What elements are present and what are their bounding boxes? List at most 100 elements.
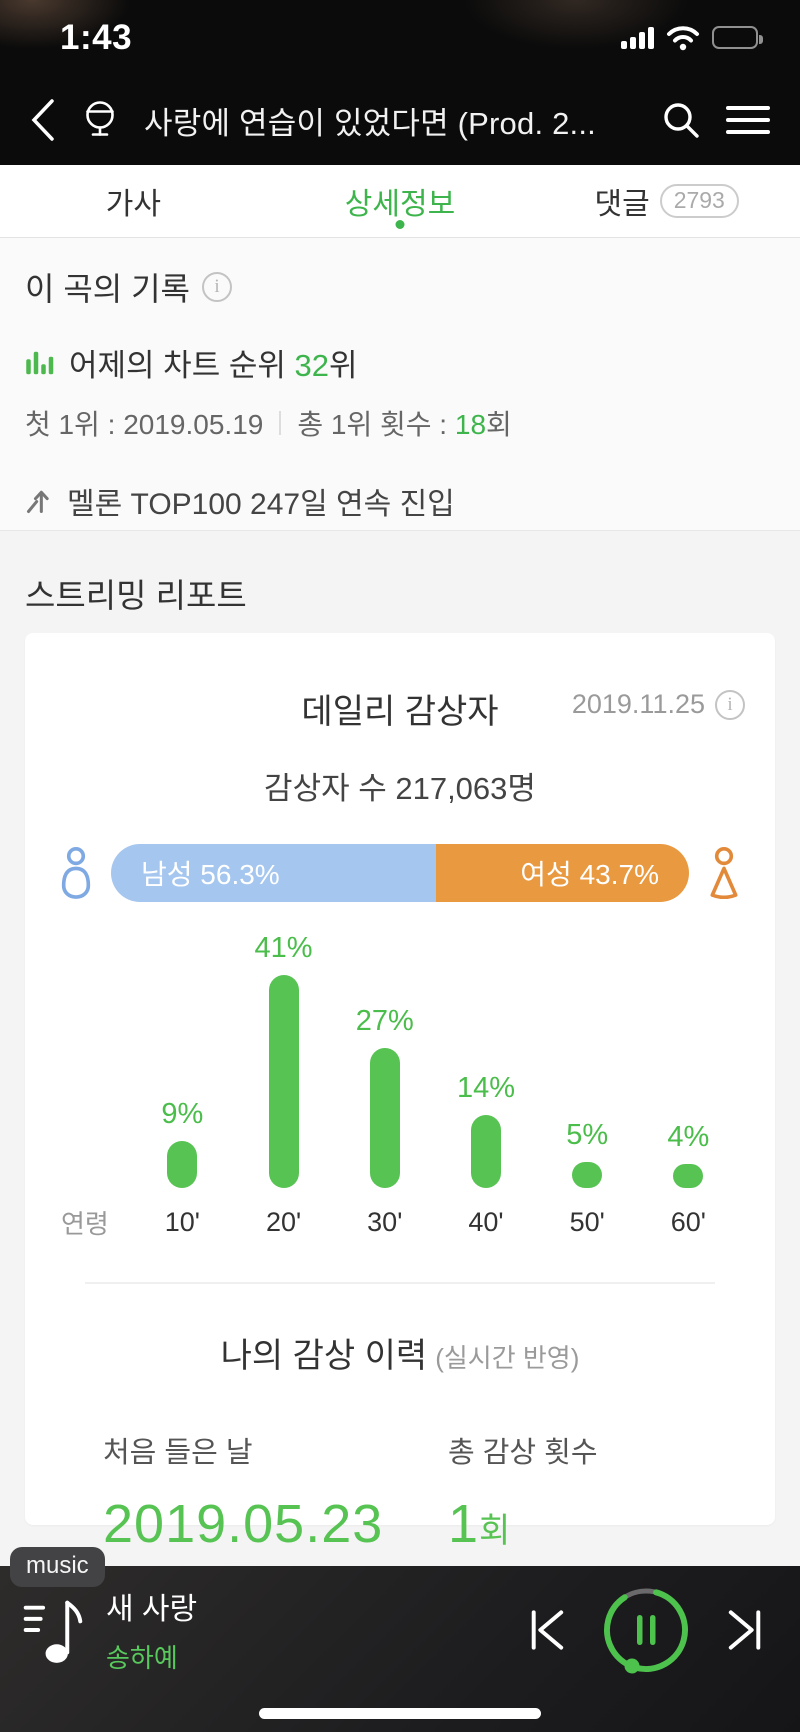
tab-bar: 가사 상세정보 댓글 2793 xyxy=(0,165,800,238)
age-bar xyxy=(572,1162,603,1188)
mini-chart-icon xyxy=(25,349,55,377)
tab-comments[interactable]: 댓글 2793 xyxy=(533,165,800,237)
bar-value-label: 5% xyxy=(566,1119,609,1151)
age-bar-column: 14% 40' xyxy=(435,1072,536,1238)
my-history-title: 나의 감상 이력 (실시간 반영) xyxy=(220,1337,580,1375)
age-bar-column: 41% 20' xyxy=(233,932,334,1238)
back-button[interactable] xyxy=(30,98,56,142)
trend-up-icon xyxy=(25,487,53,515)
no1-stats-row: 첫 1위 : 2019.05.19 총 1위 횟수 : 18회 xyxy=(25,403,775,443)
stats-divider xyxy=(279,411,282,435)
age-bar-column: 9% 10' xyxy=(132,1098,233,1238)
age-bar xyxy=(167,1141,198,1188)
first-listen-label: 처음 들은 날 xyxy=(103,1437,253,1469)
now-playing-title[interactable]: 새 사랑 xyxy=(106,1593,198,1626)
age-bar-column: 27% 30' xyxy=(334,1005,435,1238)
previous-track-button[interactable] xyxy=(528,1608,568,1652)
record-heading: 이 곡의 기록 xyxy=(25,264,775,310)
age-bar xyxy=(470,1115,501,1188)
report-date: 2019.11.25 xyxy=(571,689,705,719)
first-listen-block: 처음 들은 날 2019.05.23 xyxy=(55,1429,400,1555)
age-tick-label: 10' xyxy=(164,1206,200,1237)
bar-value-label: 14% xyxy=(456,1072,515,1104)
total-no1: 총 1위 횟수 : 18회 xyxy=(297,409,512,440)
song-title-header: 사랑에 연습이 있었다면 (Prod. 2... xyxy=(144,105,596,141)
age-tick-label: 30' xyxy=(367,1206,403,1237)
music-app-badge[interactable]: music xyxy=(10,1547,105,1587)
home-indicator[interactable] xyxy=(259,1708,541,1719)
tab-lyrics[interactable]: 가사 xyxy=(0,165,267,237)
rank-text: 어제의 차트 순위 32위 xyxy=(69,348,358,383)
age-axis-column: 연령 xyxy=(61,1188,132,1239)
male-label: 남성 56.3% xyxy=(141,859,280,890)
tab-lyrics-label: 가사 xyxy=(105,188,161,221)
female-icon xyxy=(703,847,745,899)
age-tick-label: 20' xyxy=(265,1206,302,1237)
card-divider xyxy=(85,1282,715,1284)
rank-value: 32 xyxy=(294,348,329,383)
female-segment: 여성 43.7% xyxy=(436,844,689,902)
song-record-section: 이 곡의 기록 어제의 차트 순위 32위 첫 1위 : 2019.05.19 xyxy=(0,238,800,531)
pause-button[interactable] xyxy=(598,1582,694,1678)
total-no1-count: 18 xyxy=(454,409,487,440)
progress-knob xyxy=(624,1658,640,1674)
age-tick-label: 40' xyxy=(468,1206,504,1237)
age-bar-column: 5% 50' xyxy=(537,1119,638,1238)
top100-text: 멜론 TOP100 247일 연속 진입 xyxy=(67,488,455,521)
record-info-icon[interactable] xyxy=(201,272,232,302)
my-history-subtitle: (실시간 반영) xyxy=(435,1343,580,1373)
bar-value-label: 27% xyxy=(355,1005,414,1037)
record-heading-label: 이 곡의 기록 xyxy=(25,271,190,307)
menu-icon[interactable] xyxy=(726,104,770,136)
battery-icon xyxy=(712,26,763,49)
comments-count-badge: 2793 xyxy=(659,184,739,218)
play-count-value: 1회 xyxy=(448,1494,512,1554)
yesterday-chart-rank: 어제의 차트 순위 32위 xyxy=(25,340,775,385)
clock: 1:43 xyxy=(60,17,133,57)
top100-row: 멜론 TOP100 247일 연속 진입 xyxy=(25,479,775,523)
status-bar: 1:43 xyxy=(0,0,800,75)
streaming-report-section: 스트리밍 리포트 데일리 감상자 2019.11.25 감상자 수 217,06… xyxy=(0,531,800,1566)
tab-comments-label: 댓글 xyxy=(594,188,650,221)
listener-count: 감상자 수 217,063명 xyxy=(264,771,536,806)
play-count-label: 총 감상 횟수 xyxy=(448,1437,598,1469)
progress-ring xyxy=(604,1588,688,1672)
bar-value-label: 41% xyxy=(254,932,313,964)
wifi-icon xyxy=(666,25,700,51)
play-count-block: 총 감상 횟수 1회 xyxy=(400,1429,745,1555)
cellular-signal-icon xyxy=(621,26,654,49)
age-distribution-chart: 연령 9% 10' 41% 20' 27% 30' 14% 40' 5% 50' 4% 60' xyxy=(55,932,745,1239)
bar-value-label: 4% xyxy=(667,1121,710,1153)
tab-details[interactable]: 상세정보 xyxy=(267,165,534,237)
age-bar xyxy=(673,1164,704,1188)
male-segment: 남성 56.3% xyxy=(111,844,437,902)
first-no1: 첫 1위 : 2019.05.19 xyxy=(25,409,264,440)
search-icon[interactable] xyxy=(662,101,700,139)
male-icon xyxy=(55,847,97,899)
age-axis-label: 연령 xyxy=(61,1208,109,1239)
first-listen-date: 2019.05.23 xyxy=(103,1494,384,1554)
active-tab-dot xyxy=(395,220,405,229)
song-mic-icon[interactable] xyxy=(82,101,118,139)
streaming-heading: 스트리밍 리포트 xyxy=(25,577,247,614)
app-header: 사랑에 연습이 있었다면 (Prod. 2... xyxy=(0,75,800,165)
daily-listeners-card: 데일리 감상자 2019.11.25 감상자 수 217,063명 남성 56.… xyxy=(25,633,775,1554)
tab-details-label: 상세정보 xyxy=(344,188,456,221)
card-title: 데일리 감상자 xyxy=(301,692,499,731)
music-note-icon xyxy=(22,1590,84,1670)
age-tick-label: 50' xyxy=(569,1206,605,1237)
mini-player: music 새 사랑 송하예 xyxy=(0,1547,800,1732)
age-bar xyxy=(268,975,299,1188)
report-date-row: 2019.11.25 xyxy=(572,689,745,720)
gender-split-row: 남성 56.3% 여성 43.7% xyxy=(55,844,745,902)
report-info-icon[interactable] xyxy=(715,689,745,720)
bar-value-label: 9% xyxy=(161,1098,204,1130)
next-track-button[interactable] xyxy=(724,1608,764,1652)
female-label: 여성 43.7% xyxy=(520,859,659,890)
age-bar-column: 4% 60' xyxy=(638,1121,739,1238)
age-tick-label: 60' xyxy=(670,1206,706,1237)
gender-bar: 남성 56.3% 여성 43.7% xyxy=(111,844,689,902)
age-bar xyxy=(369,1048,400,1188)
now-playing-artist[interactable]: 송하예 xyxy=(106,1643,178,1673)
